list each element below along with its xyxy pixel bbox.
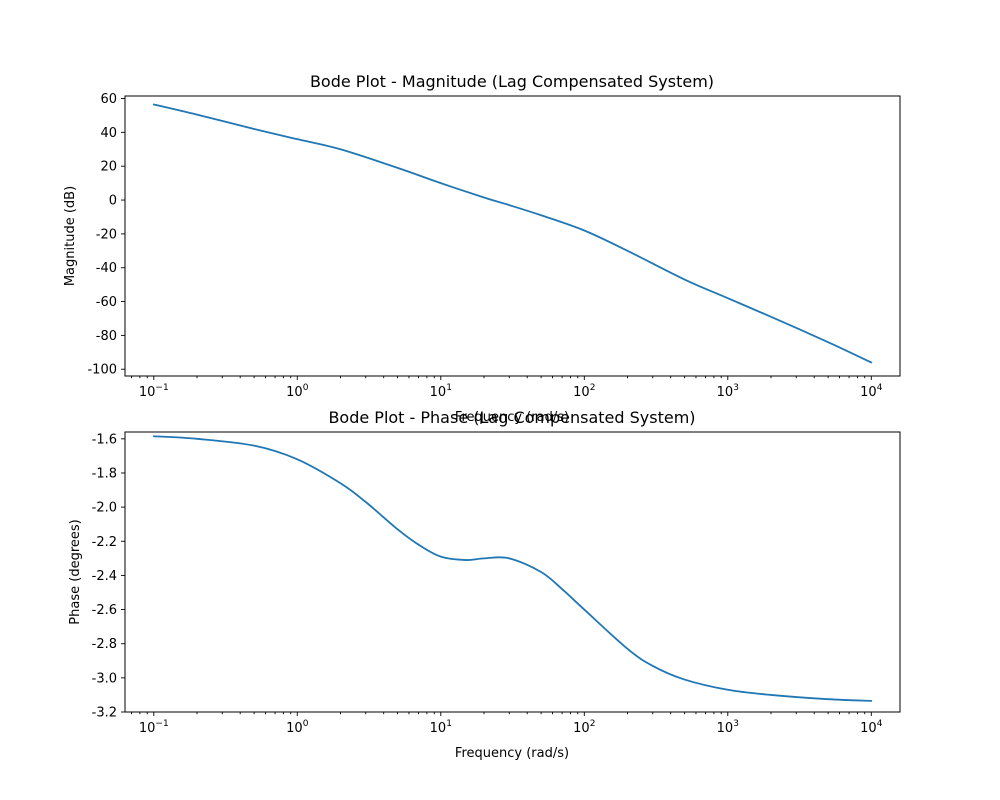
magnitude-ytick-label: 40 [100, 126, 117, 141]
phase-ytick-label: -1.8 [92, 466, 117, 481]
magnitude-xtick-label: 102 [573, 383, 595, 400]
phase-curve-layer [152, 435, 873, 702]
phase-xtick-label: 100 [286, 719, 309, 736]
magnitude-ytick-label: 0 [109, 194, 117, 209]
phase-ytick-label: -2.6 [92, 603, 117, 618]
magnitude-ytick-label: 60 [100, 92, 117, 107]
magnitude-xtick-label: 100 [286, 383, 309, 400]
phase-xtick-label: 10−1 [139, 719, 169, 736]
phase-ytick-label: -2.4 [92, 569, 117, 584]
phase-series-line [152, 435, 873, 702]
magnitude-xtick-label: 104 [860, 383, 883, 400]
magnitude-yticks: 60 40 20 0 -20 -40 -60 -80 -100 [87, 92, 125, 378]
phase-ytick-label: -1.6 [92, 432, 117, 447]
phase-xtick-label: 102 [573, 719, 595, 736]
magnitude-subplot: Bode Plot - Magnitude (Lag Compensated S… [63, 72, 901, 425]
magnitude-ytick-label: -80 [96, 329, 117, 344]
magnitude-series-line [152, 103, 873, 364]
magnitude-xticks: 10−1 100 101 102 103 104 [139, 376, 883, 400]
phase-xtick-label: 101 [430, 719, 452, 736]
magnitude-ytick-label: 20 [100, 160, 117, 175]
magnitude-curve-layer [152, 103, 873, 364]
phase-yticks: -1.6 -1.8 -2.0 -2.2 -2.4 -2.6 -2.8 -3.0 -3.2 [92, 432, 125, 721]
magnitude-xtick-label: 101 [430, 383, 452, 400]
phase-xtick-label: 104 [860, 719, 883, 736]
phase-axes-frame [124, 431, 901, 713]
magnitude-xlabel: Frequency (rad/s) [455, 410, 569, 425]
magnitude-ytick-label: -40 [96, 261, 117, 276]
magnitude-xtick-label: 103 [717, 383, 739, 400]
phase-ytick-label: -2.0 [92, 501, 117, 516]
magnitude-title: Bode Plot - Magnitude (Lag Compensated S… [310, 72, 714, 91]
phase-xlabel: Frequency (rad/s) [455, 746, 569, 761]
phase-xticks: 10−1 100 101 102 103 104 [139, 712, 883, 736]
phase-ytick-label: -3.2 [92, 706, 117, 721]
magnitude-ylabel: Magnitude (dB) [63, 186, 78, 286]
magnitude-xtick-label: 10−1 [139, 383, 169, 400]
phase-subplot: Bode Plot - Phase (Lag Compensated Syste… [68, 408, 901, 761]
magnitude-ytick-label: -100 [87, 363, 117, 378]
magnitude-ytick-label: -60 [96, 295, 117, 310]
phase-title: Bode Plot - Phase (Lag Compensated Syste… [328, 408, 695, 427]
phase-ytick-label: -3.0 [92, 671, 117, 686]
phase-xtick-label: 103 [717, 719, 739, 736]
magnitude-ytick-label: -20 [96, 227, 117, 242]
phase-ytick-label: -2.8 [92, 637, 117, 652]
phase-ylabel: Phase (degrees) [68, 519, 83, 624]
phase-ytick-label: -2.2 [92, 535, 117, 550]
magnitude-axes-frame [124, 95, 901, 377]
